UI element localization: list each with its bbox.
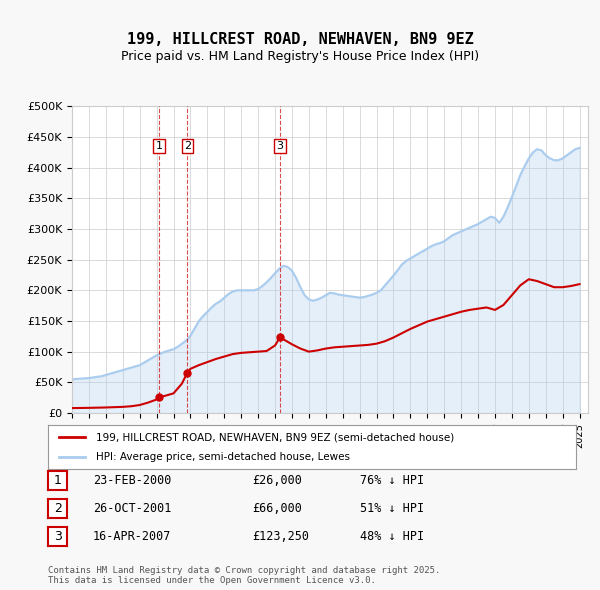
Text: Contains HM Land Registry data © Crown copyright and database right 2025.
This d: Contains HM Land Registry data © Crown c… xyxy=(48,566,440,585)
Text: £123,250: £123,250 xyxy=(252,530,309,543)
Text: 3: 3 xyxy=(277,141,283,151)
Text: 2: 2 xyxy=(184,141,191,151)
Text: 48% ↓ HPI: 48% ↓ HPI xyxy=(360,530,424,543)
Text: 1: 1 xyxy=(155,141,163,151)
Text: Price paid vs. HM Land Registry's House Price Index (HPI): Price paid vs. HM Land Registry's House … xyxy=(121,50,479,63)
Text: HPI: Average price, semi-detached house, Lewes: HPI: Average price, semi-detached house,… xyxy=(95,452,350,461)
Text: 199, HILLCREST ROAD, NEWHAVEN, BN9 9EZ (semi-detached house): 199, HILLCREST ROAD, NEWHAVEN, BN9 9EZ (… xyxy=(95,432,454,442)
Text: 16-APR-2007: 16-APR-2007 xyxy=(93,530,172,543)
Text: 51% ↓ HPI: 51% ↓ HPI xyxy=(360,502,424,515)
Text: 2: 2 xyxy=(53,502,62,515)
Text: 199, HILLCREST ROAD, NEWHAVEN, BN9 9EZ: 199, HILLCREST ROAD, NEWHAVEN, BN9 9EZ xyxy=(127,32,473,47)
Text: 1: 1 xyxy=(53,474,62,487)
Text: 26-OCT-2001: 26-OCT-2001 xyxy=(93,502,172,515)
Text: £66,000: £66,000 xyxy=(252,502,302,515)
Text: £26,000: £26,000 xyxy=(252,474,302,487)
Text: 3: 3 xyxy=(53,530,62,543)
Text: 23-FEB-2000: 23-FEB-2000 xyxy=(93,474,172,487)
Text: 76% ↓ HPI: 76% ↓ HPI xyxy=(360,474,424,487)
